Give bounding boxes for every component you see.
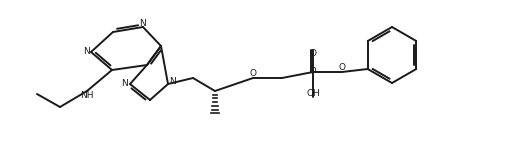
Text: N: N bbox=[83, 48, 89, 56]
Text: NH: NH bbox=[80, 90, 94, 100]
Text: N: N bbox=[122, 79, 128, 89]
Text: N: N bbox=[140, 18, 146, 28]
Text: P: P bbox=[310, 68, 316, 76]
Text: N: N bbox=[169, 76, 175, 86]
Text: O: O bbox=[249, 70, 256, 78]
Text: OH: OH bbox=[306, 89, 320, 97]
Text: O: O bbox=[339, 64, 345, 72]
Text: O: O bbox=[309, 50, 317, 58]
